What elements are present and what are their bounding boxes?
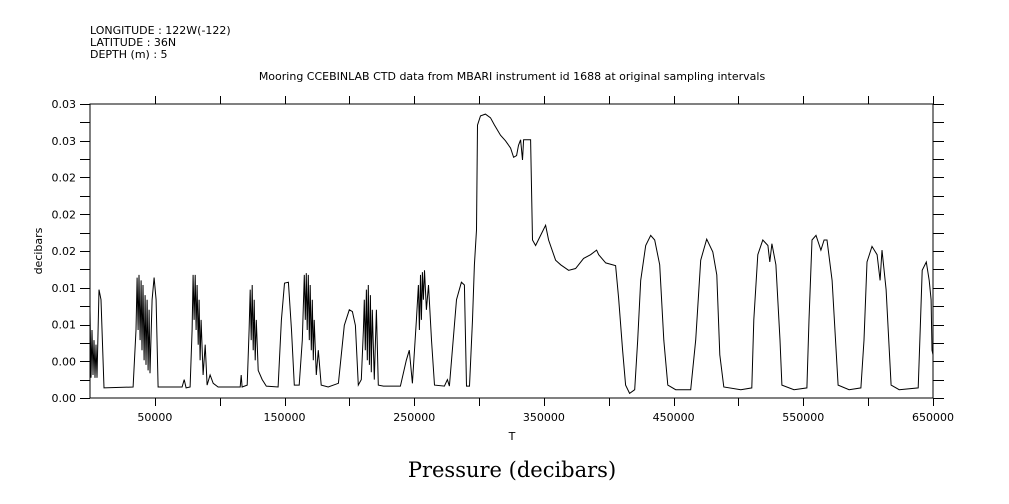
y-axis-label: decibars xyxy=(32,227,45,274)
x-tick-label: 150000 xyxy=(264,411,306,424)
chart-title: Mooring CCEBINLAB CTD data from MBARI in… xyxy=(259,70,766,83)
x-tick-label: 450000 xyxy=(653,411,695,424)
y-tick-label: 0.00 xyxy=(52,355,77,368)
x-axis-label: T xyxy=(508,430,516,443)
y-tick-label: 0.01 xyxy=(52,319,77,332)
plot-frame xyxy=(89,103,934,399)
x-tick-label: 250000 xyxy=(393,411,435,424)
pressure-series-line xyxy=(89,113,934,395)
axis-tick-labels: 50000 150000 250000 350000 450000 550000 65000… xyxy=(52,98,955,424)
x-tick-label: 550000 xyxy=(782,411,824,424)
y-tick-label: 0.02 xyxy=(52,208,77,221)
x-tick-label: 650000 xyxy=(912,411,954,424)
chart-caption: Pressure (decibars) xyxy=(408,458,616,482)
depth-label: DEPTH (m) : 5 xyxy=(90,48,168,61)
y-tick-label: 0.02 xyxy=(52,245,77,258)
y-tick-label: 0.00 xyxy=(52,392,77,405)
y-tick-label: 0.03 xyxy=(52,135,77,148)
y-tick-label: 0.02 xyxy=(52,172,77,185)
y-tick-label: 0.01 xyxy=(52,282,77,295)
longitude-label: LONGITUDE : 122W(-122) xyxy=(90,24,231,37)
x-tick-label: 50000 xyxy=(137,411,172,424)
x-tick-label: 350000 xyxy=(523,411,565,424)
latitude-label: LATITUDE : 36N xyxy=(90,36,176,49)
y-tick-label: 0.03 xyxy=(52,98,77,111)
axis-ticks xyxy=(80,96,944,406)
